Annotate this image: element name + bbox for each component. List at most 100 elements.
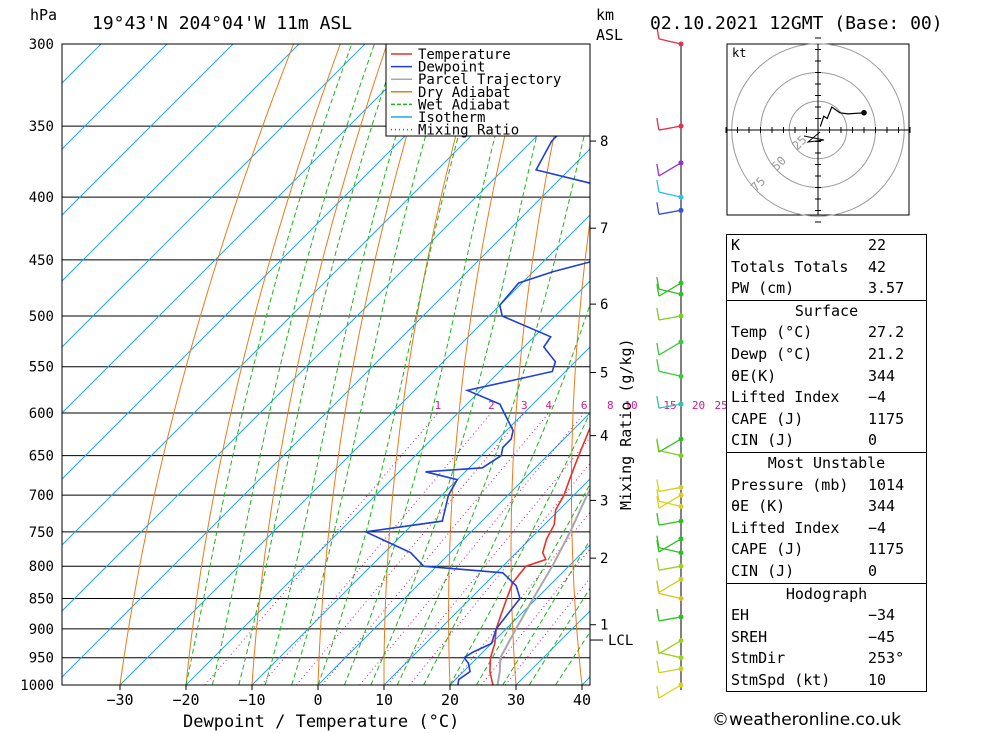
wind-profile	[656, 26, 684, 699]
wind-barb-flag	[656, 685, 660, 699]
wind-barb	[658, 651, 682, 659]
wind-barb	[658, 341, 682, 356]
wind-barb	[658, 315, 682, 321]
indices-value: 21.2	[868, 344, 905, 363]
km-tick-label: 6	[600, 297, 608, 313]
indices-row: Dewp (°C) 21.2	[727, 344, 926, 366]
indices-value: −4	[868, 518, 887, 537]
x-tick-label: 10	[375, 691, 393, 709]
hpa-label: hPa	[30, 6, 57, 24]
wind-barb-flag	[656, 117, 660, 131]
indices-label: EH	[731, 606, 750, 625]
skewt-axes: 3003504004505005506006507007508008509009…	[20, 37, 727, 709]
wind-barb	[658, 486, 682, 493]
wind-barb	[658, 162, 682, 177]
wind-barb-flag	[656, 660, 660, 673]
dry-adiabat-line	[185, 44, 341, 685]
km-tick-label: 7	[600, 221, 608, 237]
wind-barb-flag	[656, 535, 660, 548]
indices-row: θE (K) 344	[727, 496, 926, 518]
wind-barb	[658, 288, 682, 295]
wind-barb-flag	[656, 438, 660, 451]
indices-value: 1014	[868, 475, 905, 494]
wind-barb-flag	[656, 558, 660, 571]
isotherm-line	[62, 148, 590, 678]
indices-value: 22	[868, 236, 887, 254]
wind-barb-flag	[656, 640, 660, 653]
wind-barb-flag	[656, 539, 660, 553]
y-tick-label: 300	[29, 37, 54, 53]
indices-section-title: Most Unstable	[767, 453, 886, 472]
wind-barb-flag	[656, 512, 660, 526]
legend-label: Dewpoint	[418, 60, 485, 76]
indices-value: −45	[868, 627, 896, 646]
x-tick-label: 40	[573, 691, 591, 709]
legend-label: Parcel Trajectory	[418, 72, 561, 88]
indices-label: Dewp (°C)	[731, 344, 813, 363]
wind-barb-flag	[656, 307, 660, 321]
indices-label: θE (K)	[731, 497, 786, 516]
wind-barb-flag	[656, 179, 660, 193]
x-tick-label: 20	[441, 691, 459, 709]
wind-barb-flag	[656, 359, 660, 372]
wind-barb	[658, 592, 682, 600]
indices-value: 1175	[868, 540, 905, 559]
mixing-ratio-label: 2	[488, 399, 495, 412]
mixing-ratio-label: 4	[545, 399, 552, 412]
y-tick-label: 1000	[20, 678, 54, 694]
series-dewpoint	[362, 66, 590, 685]
wind-barb	[658, 616, 682, 622]
indices-value: −34	[868, 606, 896, 625]
wind-barb	[658, 125, 682, 131]
legend-label: Temperature	[418, 47, 511, 63]
wet-adiabat-line	[370, 44, 560, 685]
wet-adiabat-line	[475, 483, 590, 685]
y-tick-label: 650	[29, 449, 54, 465]
indices-row: θE(K) 344	[727, 366, 926, 388]
indices-row: CAPE (J) 1175	[727, 409, 926, 431]
skewt-grid	[62, 44, 1000, 685]
wind-barb-flag	[656, 395, 660, 409]
km-tick-label: 4	[600, 429, 608, 445]
y-tick-label: 700	[29, 488, 54, 504]
indices-value: 0	[868, 431, 878, 450]
location-title: 19°43'N 204°04'W 11m ASL	[92, 13, 352, 34]
dry-adiabat-line	[383, 44, 482, 685]
isotherm-line	[62, 44, 366, 348]
indices-table: K 22 Totals Totals 42 PW (cm) 3.57 Surface Tem…	[726, 234, 927, 700]
dry-adiabat-line	[947, 44, 1000, 685]
mixing-ratio-line	[260, 412, 492, 685]
dry-adiabat-line	[630, 44, 668, 685]
y-tick-label: 750	[29, 525, 54, 541]
mixing-ratio-label: 8	[607, 399, 614, 412]
legend-label: Wet Adiabat	[418, 97, 511, 113]
x-tick-label: −10	[238, 691, 265, 709]
wind-barb	[658, 494, 682, 509]
wind-barb-flag	[656, 277, 660, 290]
indices-section-title: Hodograph	[785, 584, 868, 603]
legend-label: Isotherm	[418, 110, 485, 126]
wet-adiabat-line	[343, 44, 520, 685]
x-tick-label: 30	[507, 691, 525, 709]
y-tick-label: 400	[29, 190, 54, 206]
datetime-title: 02.10.2021 12GMT (Base: 00)	[650, 13, 943, 34]
y-tick-label: 500	[29, 309, 54, 325]
indices-row: Lifted Index −4	[727, 518, 926, 540]
wet-adiabat-line	[317, 44, 485, 685]
wind-barb	[658, 282, 682, 297]
legend-label: Dry Adiabat	[418, 85, 511, 101]
x-tick-label: −30	[106, 691, 133, 709]
wind-barb	[658, 403, 682, 409]
mixing-ratio-label: 1	[434, 399, 441, 412]
indices-label: CAPE (J)	[731, 540, 804, 559]
site-credit: ©weatheronline.co.uk	[712, 710, 902, 730]
indices-value: 10	[868, 670, 887, 689]
wet-adiabat-line	[238, 44, 399, 685]
indices-label: θE(K)	[731, 366, 777, 385]
isotherm-line	[185, 280, 590, 685]
indices-value: 344	[868, 366, 896, 385]
indices-value: 3.57	[868, 279, 905, 298]
